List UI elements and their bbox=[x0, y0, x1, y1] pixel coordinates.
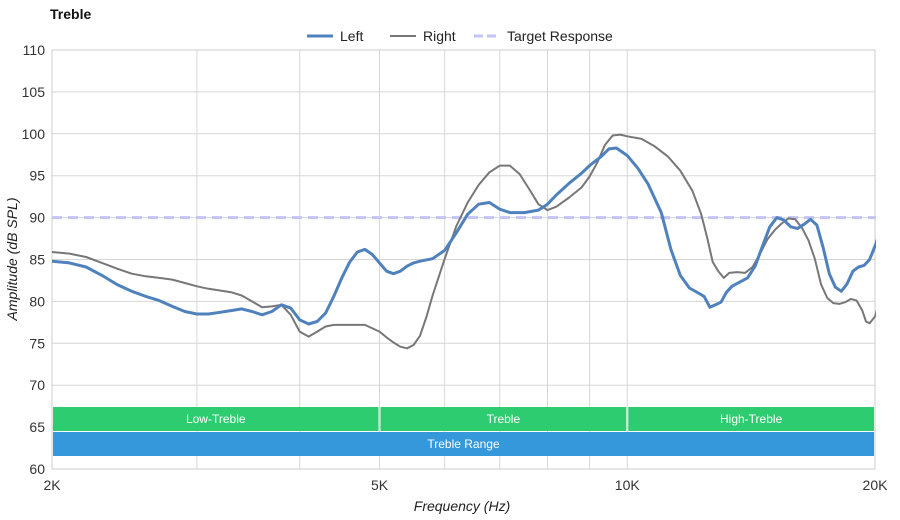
y-tick-label: 70 bbox=[29, 377, 45, 393]
y-tick-label: 60 bbox=[29, 461, 45, 477]
y-tick-label: 90 bbox=[29, 210, 45, 226]
band-bar bbox=[53, 407, 379, 431]
x-tick-label: 10K bbox=[615, 477, 641, 493]
band-label: Treble Range bbox=[427, 437, 500, 451]
y-tick-label: 105 bbox=[22, 84, 46, 100]
band-bar bbox=[628, 407, 874, 431]
band-bar bbox=[380, 407, 627, 431]
band-label: Low-Treble bbox=[186, 412, 246, 426]
y-tick-label: 65 bbox=[29, 419, 45, 435]
chart-title: Treble bbox=[50, 6, 91, 22]
y-axis-title: Amplitude (dB SPL) bbox=[4, 198, 20, 322]
series-line-right bbox=[52, 133, 876, 350]
plot-frame bbox=[51, 49, 876, 470]
y-tick-label: 85 bbox=[29, 252, 45, 268]
series-line-left bbox=[52, 146, 876, 326]
legend-label: Target Response bbox=[507, 28, 613, 44]
band-layer: Low-Treble Treble High-Treble Treble Range bbox=[53, 407, 874, 456]
grid-layer bbox=[51, 49, 876, 470]
y-tick-label: 80 bbox=[29, 293, 45, 309]
x-tick-label: 5K bbox=[371, 477, 389, 493]
band-bar bbox=[53, 432, 874, 456]
y-tick-label: 100 bbox=[22, 126, 46, 142]
x-tick-label: 2K bbox=[43, 477, 61, 493]
y-tick-label: 110 bbox=[23, 42, 46, 58]
legend-label: Right bbox=[423, 28, 456, 44]
axis-layer: 60 65 70 75 80 85 90 95 100 105 110 2K 5K 10K 20K bbox=[22, 42, 888, 493]
y-tick-label: 75 bbox=[29, 335, 45, 351]
y-tick-label: 95 bbox=[29, 168, 45, 184]
band-label: Treble bbox=[487, 412, 521, 426]
x-tick-label: 20K bbox=[863, 477, 889, 493]
series-layer bbox=[52, 133, 876, 350]
legend: Left Right Target Response bbox=[307, 28, 613, 44]
x-axis-title: Frequency (Hz) bbox=[414, 498, 510, 514]
band-label: High-Treble bbox=[720, 412, 783, 426]
legend-label: Left bbox=[340, 28, 363, 44]
